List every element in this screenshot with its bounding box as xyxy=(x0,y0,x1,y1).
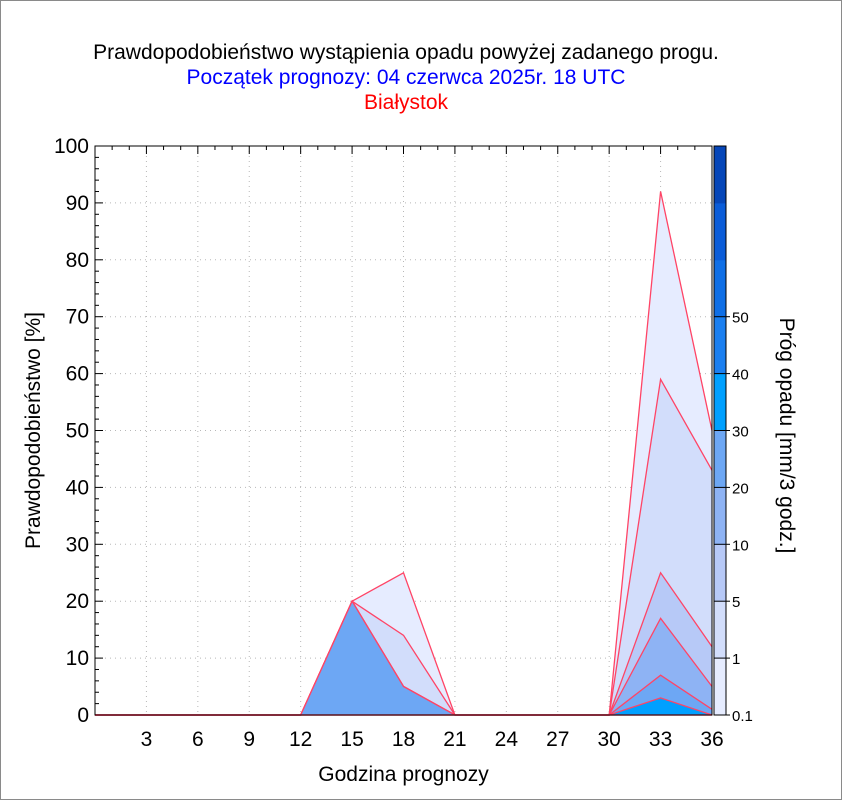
colorbar-tick-label: 5 xyxy=(732,594,740,611)
x-tick-label: 33 xyxy=(649,728,672,751)
x-tick-label: 30 xyxy=(597,728,620,751)
x-axis-label: Godzina prognozy xyxy=(318,763,489,786)
colorbar-tick-label: 30 xyxy=(732,424,749,441)
y-tick-label: 90 xyxy=(66,192,89,215)
colorbar-segment xyxy=(714,259,726,318)
y-tick-label: 0 xyxy=(77,704,89,727)
colorbar-segment xyxy=(714,544,726,602)
colorbar-segment xyxy=(714,601,726,659)
y-axis-label: Prawdopodobieństwo [%] xyxy=(22,312,45,549)
colorbar-tick-label: 40 xyxy=(732,367,749,384)
area-series-30 xyxy=(95,697,712,715)
x-tick-label: 27 xyxy=(546,728,569,751)
y-tick-label: 60 xyxy=(66,363,89,386)
colorbar-segment xyxy=(714,316,726,375)
x-tick-label: 3 xyxy=(141,728,153,751)
y-tick-label: 80 xyxy=(66,249,89,272)
x-tick-label: 24 xyxy=(495,728,519,751)
colorbar-segment xyxy=(714,202,726,261)
y-tick-label: 40 xyxy=(66,476,89,499)
x-tick-label: 21 xyxy=(443,728,466,751)
x-tick-label: 18 xyxy=(392,728,415,751)
colorbar-tick-label: 50 xyxy=(732,310,749,327)
colorbar-tick-label: 0.1 xyxy=(732,708,753,725)
forecast-start-subtitle: Początek prognozy: 04 czerwca 2025r. 18 … xyxy=(186,66,626,89)
y-tick-label: 30 xyxy=(66,533,89,556)
x-tick-label: 9 xyxy=(243,728,255,751)
colorbar-tick-label: 20 xyxy=(732,480,749,497)
y-tick-label: 10 xyxy=(66,647,89,670)
y-tick-label: 20 xyxy=(66,590,89,613)
colorbar-segment xyxy=(714,146,726,204)
colorbar-segment xyxy=(714,430,726,488)
chart-title: Prawdopodobieństwo wystąpienia opadu pow… xyxy=(93,41,719,64)
x-tick-label: 36 xyxy=(700,728,723,751)
y-tick-label: 100 xyxy=(54,135,89,158)
colorbar-label: Próg opadu [mm/3 godz.] xyxy=(775,318,798,554)
y-tick-label: 50 xyxy=(66,420,89,443)
colorbar-segment xyxy=(714,658,726,716)
colorbar-tick-label: 10 xyxy=(732,537,749,554)
x-tick-label: 15 xyxy=(340,728,363,751)
colorbar-segment xyxy=(714,373,726,431)
y-tick-label: 70 xyxy=(66,306,89,329)
colorbar-tick-label: 1 xyxy=(732,651,740,668)
colorbar-segment xyxy=(714,487,726,545)
location-subtitle: Białystok xyxy=(363,91,449,114)
x-tick-label: 12 xyxy=(289,728,312,751)
x-tick-label: 6 xyxy=(192,728,204,751)
